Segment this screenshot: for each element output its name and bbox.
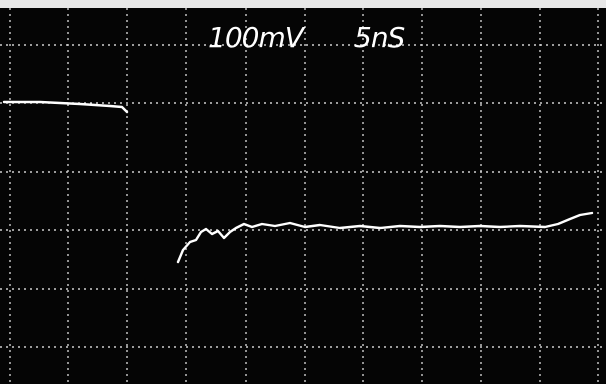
time-per-div-label: 5nS [354,21,405,54]
oscilloscope-screen: 100mV 5nS [0,0,606,384]
screen-background [0,0,606,384]
top-bezel [0,0,606,8]
volts-per-div-label: 100mV [208,21,306,54]
